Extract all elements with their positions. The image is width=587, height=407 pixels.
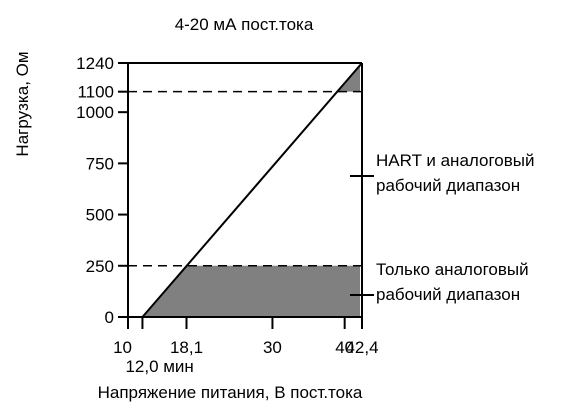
region-label-0-line-0: HART и аналоговый <box>376 151 535 170</box>
y-tick-label-750: 750 <box>86 154 114 173</box>
x-tick-label-10: 10 <box>113 338 132 357</box>
chart-title: 4-20 мА пост.тока <box>175 15 314 34</box>
x-tick-label-40: 40 <box>335 338 354 357</box>
x-tick-label-42.4: 42,4 <box>345 338 378 357</box>
region-annotations: HART и аналоговый рабочий диапазон Только … <box>350 151 535 304</box>
x-tick-label-18.1: 18,1 <box>170 338 203 357</box>
region-label-1-line-1: рабочий диапазон <box>376 285 520 304</box>
x-axis-label: Напряжение питания, В пост.тока <box>98 383 363 402</box>
x-min-label: 12,0 мин <box>125 357 193 376</box>
x-tick-label-30: 30 <box>263 338 282 357</box>
load-line <box>141 62 363 318</box>
region-label-1-line-0: Только аналоговый <box>376 260 529 279</box>
reference-lines <box>128 90 362 267</box>
axes <box>118 62 363 329</box>
y-tick-label-250: 250 <box>86 257 114 276</box>
y-tick-label-1240: 1240 <box>76 54 114 73</box>
region-label-0-line-1: рабочий диапазон <box>376 176 520 195</box>
shaded-region-1 <box>142 265 360 317</box>
y-tick-label-1100: 1100 <box>77 83 114 102</box>
series-lines <box>141 62 363 318</box>
y-tick-label-500: 500 <box>86 206 114 225</box>
y-tick-label-1000: 1000 <box>76 103 114 122</box>
y-tick-label-0: 0 <box>105 308 114 327</box>
y-axis-label: Нагрузка, Ом <box>13 51 32 156</box>
